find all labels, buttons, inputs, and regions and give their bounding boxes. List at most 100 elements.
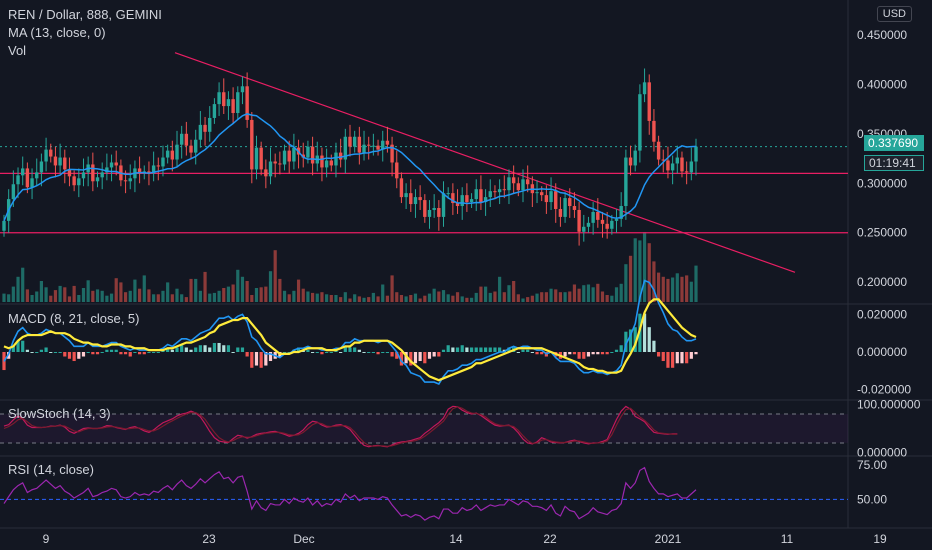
candle-body <box>596 211 600 220</box>
candle-body <box>689 161 694 173</box>
volume-bar <box>535 293 539 302</box>
candle-body <box>39 161 44 173</box>
volume-bar <box>582 285 586 302</box>
candle-body <box>385 140 390 145</box>
macd-histogram-bar <box>675 352 679 364</box>
macd-histogram-bar <box>240 347 245 352</box>
volume-bar <box>437 291 441 302</box>
candle-body <box>77 178 81 186</box>
macd-histogram-bar <box>685 352 689 364</box>
candle-body <box>334 152 338 166</box>
candle-body <box>151 165 156 174</box>
candle-body <box>483 197 488 203</box>
macd-histogram-bar <box>231 352 235 353</box>
candle-body <box>338 152 343 160</box>
macd-histogram-bar <box>63 352 67 357</box>
macd-histogram-bar <box>642 313 647 352</box>
volume-bar <box>240 276 245 302</box>
stoch-d-line <box>3 406 678 447</box>
candle-body <box>404 193 408 198</box>
volume-bar <box>320 292 324 302</box>
macd-histogram-bar <box>357 349 361 352</box>
volume-bar <box>278 278 282 302</box>
volume-bar <box>184 297 188 302</box>
symbol-legend[interactable]: REN / Dollar, 888, GEMINI <box>8 7 162 22</box>
candle-body <box>194 139 198 153</box>
candle-body <box>367 144 371 146</box>
macd-histogram-bar <box>680 352 684 364</box>
volume-bar <box>315 293 319 302</box>
macd-histogram-bar <box>572 352 577 355</box>
macd-histogram-bar <box>296 347 301 352</box>
candle-body <box>100 172 104 178</box>
macd-histogram-bar <box>409 352 413 366</box>
candle-body <box>198 124 203 140</box>
volume-bar <box>105 295 109 302</box>
candle-body <box>310 146 315 164</box>
volume-bar <box>418 298 422 302</box>
volume-bar <box>35 291 39 302</box>
currency-button[interactable]: USD <box>876 6 912 22</box>
macd-histogram-bar <box>367 352 371 353</box>
volume-bar <box>530 295 534 302</box>
stoch-legend[interactable]: SlowStoch (14, 3) <box>8 406 111 421</box>
candle-body <box>488 191 492 198</box>
volume-bar <box>306 291 310 302</box>
candle-body <box>652 120 656 142</box>
volume-bar <box>680 276 684 302</box>
vol-legend[interactable]: Vol <box>8 43 27 58</box>
macd-histogram-bar <box>689 352 693 359</box>
candle-body <box>217 92 221 105</box>
candle-body <box>137 168 142 174</box>
price-tick-label: 0.250000 <box>857 226 907 240</box>
candle-body <box>577 209 581 232</box>
volume-bar <box>502 292 506 302</box>
macd-histogram-bar <box>11 345 15 352</box>
macd-histogram-bar <box>423 352 427 364</box>
macd-histogram-bar <box>474 347 478 352</box>
macd-histogram-bar <box>498 347 502 352</box>
macd-histogram-bar <box>72 352 76 362</box>
candle-body <box>572 206 577 210</box>
volume-bar <box>642 232 647 302</box>
candle-body <box>231 99 235 114</box>
candle-body <box>343 136 348 160</box>
volume-bar <box>170 294 174 302</box>
macd-histogram-bar <box>86 352 90 353</box>
volume-bar <box>563 292 567 302</box>
macd-histogram-bar <box>109 349 114 352</box>
candle-body <box>81 172 86 179</box>
volume-bar <box>409 295 413 302</box>
candle-body <box>563 198 567 217</box>
ma-legend[interactable]: MA (13, close, 0) <box>8 25 106 40</box>
macd-histogram-bar <box>432 352 436 357</box>
macd-legend[interactable]: MACD (8, 21, close, 5) <box>8 311 140 326</box>
macd-histogram-bar <box>521 349 525 352</box>
rsi-tick-label: 75.00 <box>857 458 887 472</box>
price-tick-label: 0.450000 <box>857 28 907 42</box>
volume-bar <box>95 289 100 302</box>
volume-bar <box>465 297 469 302</box>
macd-histogram-bar <box>437 352 441 357</box>
ma-line <box>3 113 697 222</box>
macd-histogram-bar <box>142 352 146 355</box>
candle-body <box>105 167 109 173</box>
macd-histogram-bar <box>208 347 212 352</box>
volume-bar <box>540 292 544 302</box>
candle-body <box>376 145 380 150</box>
macd-histogram-bar <box>180 345 184 352</box>
candle-body <box>582 226 586 232</box>
macd-histogram-bar <box>479 347 483 352</box>
candle-body <box>624 157 628 207</box>
macd-histogram-bar <box>25 349 29 352</box>
candle-body <box>63 157 67 170</box>
macd-histogram-bar <box>133 352 137 353</box>
candle-body <box>497 189 502 193</box>
volume-bar <box>568 291 572 302</box>
candle-body <box>114 162 118 166</box>
candle-body <box>610 220 614 229</box>
rsi-legend[interactable]: RSI (14, close) <box>8 462 94 477</box>
candle-body <box>399 178 404 198</box>
candle-body <box>395 162 399 179</box>
